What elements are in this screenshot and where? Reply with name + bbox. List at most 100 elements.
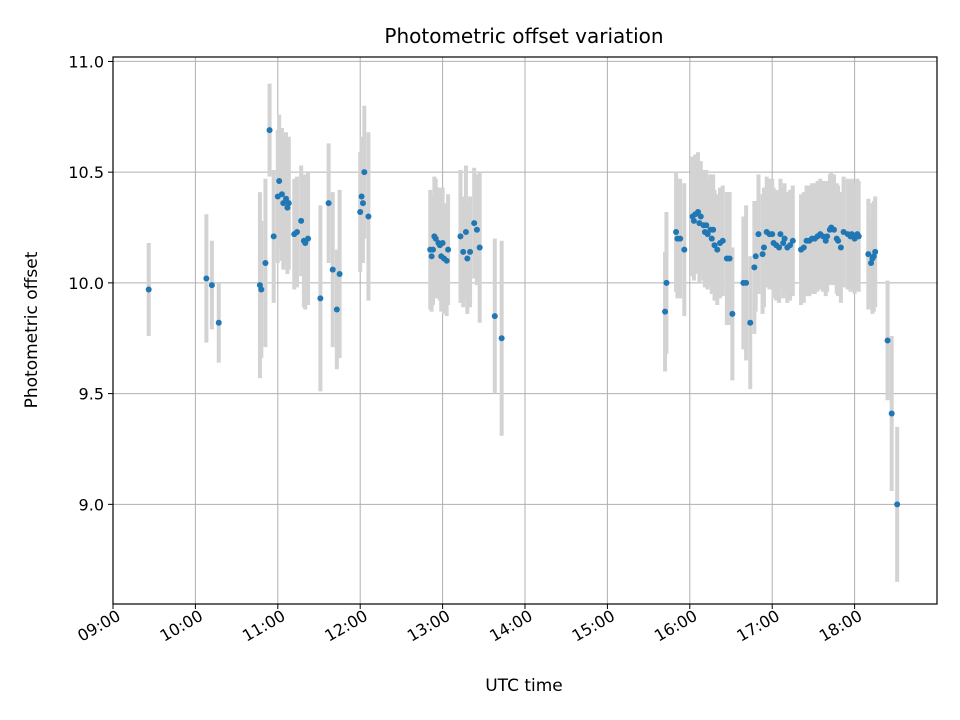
error-bars <box>146 83 900 582</box>
data-point <box>439 240 446 247</box>
data-point <box>471 220 478 227</box>
data-point <box>743 279 750 286</box>
data-point <box>317 295 324 302</box>
data-point <box>835 237 842 244</box>
data-point <box>776 244 783 251</box>
data-point <box>848 231 855 238</box>
data-point <box>443 257 450 264</box>
x-tick-label: 17:00 <box>733 606 782 646</box>
data-point <box>491 313 498 320</box>
data-point <box>726 255 733 262</box>
data-point <box>759 251 766 258</box>
data-point <box>457 233 464 240</box>
chart-title: Photometric offset variation <box>384 24 663 48</box>
data-point <box>498 335 505 342</box>
x-tick-label: 13:00 <box>404 606 453 646</box>
data-point <box>755 231 762 238</box>
data-point <box>428 253 435 260</box>
data-point <box>270 233 277 240</box>
data-point <box>710 226 717 233</box>
data-point <box>464 255 471 262</box>
data-point <box>266 127 273 134</box>
data-point <box>662 308 669 315</box>
data-point <box>361 169 368 176</box>
data-point <box>305 235 312 242</box>
data-point <box>831 226 837 233</box>
data-point <box>677 235 684 242</box>
data-point <box>704 231 711 238</box>
data-point <box>278 191 285 198</box>
data-point <box>789 237 796 244</box>
data-point <box>294 228 301 235</box>
x-axis: 09:00 10:00 11:00 12:00 13:00 14:00 15:00 16:00… <box>74 604 865 646</box>
data-point <box>800 244 807 251</box>
data-point <box>329 266 336 273</box>
data-point <box>365 213 372 220</box>
data-point <box>333 306 340 313</box>
data-point <box>760 244 767 251</box>
data-point <box>467 248 474 255</box>
data-point <box>751 264 758 271</box>
data-point <box>283 195 290 202</box>
data-point <box>285 200 292 207</box>
data-point <box>276 178 283 185</box>
data-point <box>884 337 891 344</box>
x-tick-label: 18:00 <box>816 606 865 646</box>
data-point <box>460 248 467 255</box>
data-point <box>777 231 784 238</box>
data-point <box>298 217 305 224</box>
x-tick-label: 15:00 <box>569 606 618 646</box>
data-point <box>703 222 710 229</box>
data-point <box>215 319 222 326</box>
x-axis-label: UTC time <box>485 676 563 696</box>
data-point <box>855 233 862 240</box>
data-point <box>462 228 469 235</box>
data-point <box>872 248 879 255</box>
data-point <box>358 193 365 200</box>
data-point <box>752 253 759 260</box>
data-point <box>787 242 794 249</box>
data-point <box>145 286 152 293</box>
data-point <box>325 200 332 207</box>
data-point <box>690 217 697 224</box>
x-tick-label: 16:00 <box>651 606 700 646</box>
data-point <box>359 200 366 207</box>
data-point <box>663 279 670 286</box>
data-point <box>719 237 726 244</box>
data-point <box>280 200 287 207</box>
data-point <box>432 235 439 242</box>
data-point <box>429 246 436 253</box>
data-point <box>769 231 776 238</box>
data-point <box>445 246 452 253</box>
x-tick-label: 14:00 <box>486 606 535 646</box>
data-point <box>681 246 688 253</box>
data-point <box>781 235 788 242</box>
data-point <box>673 228 680 235</box>
grid <box>112 57 937 604</box>
data-point <box>695 209 702 216</box>
y-tick-label: 10.0 <box>68 274 104 293</box>
data-point <box>865 251 872 258</box>
data-points <box>145 127 901 508</box>
data-point <box>473 226 480 233</box>
data-point <box>302 240 309 247</box>
data-point <box>258 286 265 293</box>
x-tick-label: 09:00 <box>74 606 123 646</box>
y-axis: 9.0 9.5 10.0 10.5 11.0 <box>68 52 113 514</box>
y-tick-label: 10.5 <box>68 163 104 182</box>
data-point <box>837 244 844 251</box>
x-tick-label: 11:00 <box>239 606 288 646</box>
data-point <box>336 271 343 278</box>
data-point <box>888 410 895 417</box>
data-point <box>203 275 210 282</box>
data-point <box>894 501 901 508</box>
y-tick-label: 9.0 <box>79 495 104 514</box>
y-tick-label: 9.5 <box>79 385 104 404</box>
data-point <box>820 233 827 240</box>
data-point <box>357 209 364 216</box>
data-point <box>476 244 483 251</box>
data-point <box>747 319 754 326</box>
data-point <box>708 235 715 242</box>
data-point <box>711 242 718 249</box>
